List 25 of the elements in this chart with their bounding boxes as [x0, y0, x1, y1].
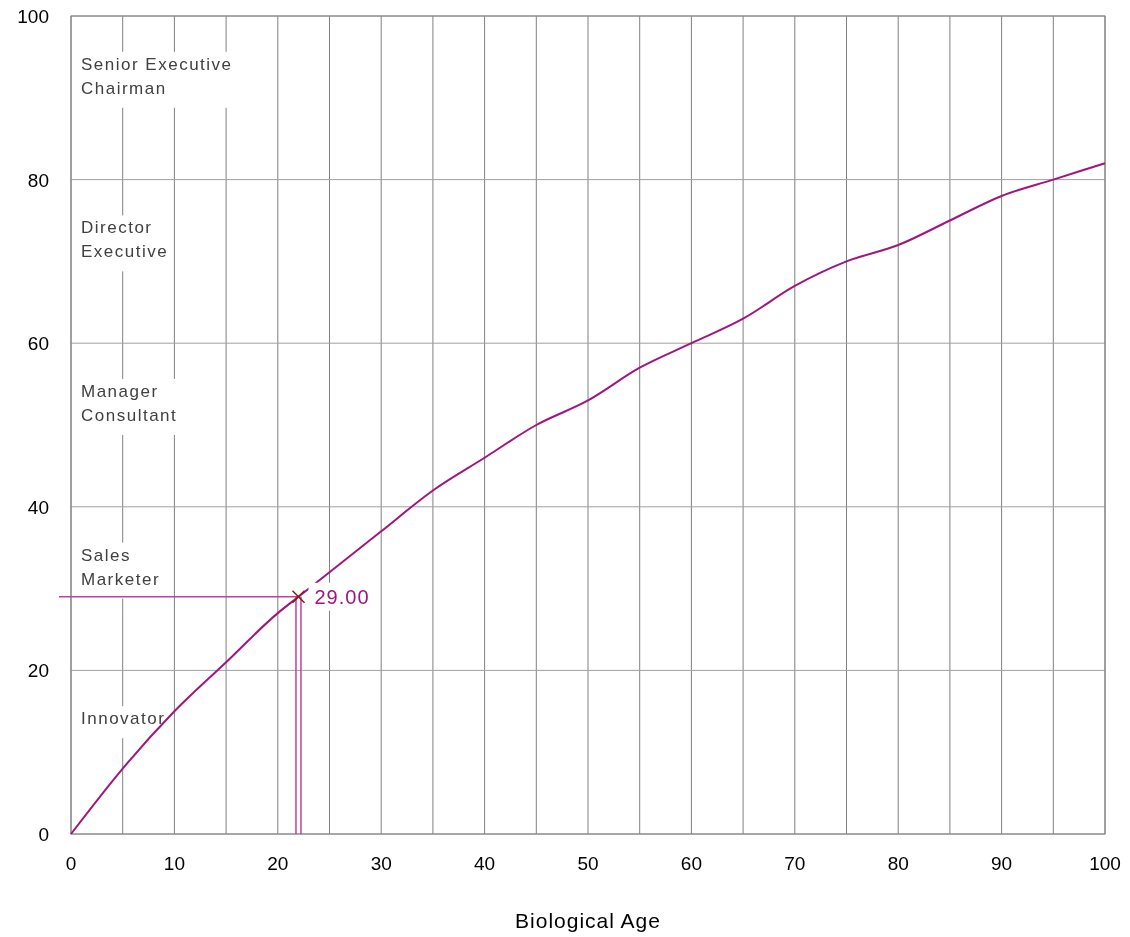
- annotation: Manager Consultant: [81, 382, 178, 425]
- x-tick-label: 70: [784, 853, 806, 874]
- data-label: 29.00: [314, 585, 370, 608]
- y-tick-label: 0: [38, 824, 49, 845]
- x-tick-label: 30: [370, 853, 392, 874]
- y-tick-label: 80: [27, 169, 49, 191]
- y-tick-label: 100: [17, 6, 49, 27]
- x-tick-label: 60: [680, 853, 702, 874]
- x-tick-label: 100: [1089, 853, 1121, 874]
- x-tick-label: 40: [474, 853, 496, 874]
- y-tick-label: 60: [27, 333, 49, 355]
- annotation: Sales Marketer: [81, 545, 161, 589]
- x-tick-label: 80: [887, 853, 909, 874]
- x-tick-label: 20: [267, 853, 289, 874]
- y-tick-label: 20: [27, 660, 49, 682]
- x-tick-label: 90: [991, 853, 1013, 874]
- annotation: Senior Executive Chairman: [81, 54, 233, 98]
- x-tick-label: 50: [577, 853, 599, 874]
- line-series: [70, 162, 1106, 835]
- y-tick-label: 40: [27, 496, 49, 518]
- annotation: Director Executive: [81, 218, 169, 262]
- annotation: Innovator: [81, 709, 166, 729]
- x-tick-label: 10: [163, 853, 185, 874]
- x-tick-label: 0: [65, 853, 77, 874]
- x-axis-title: Biological Age: [515, 909, 661, 932]
